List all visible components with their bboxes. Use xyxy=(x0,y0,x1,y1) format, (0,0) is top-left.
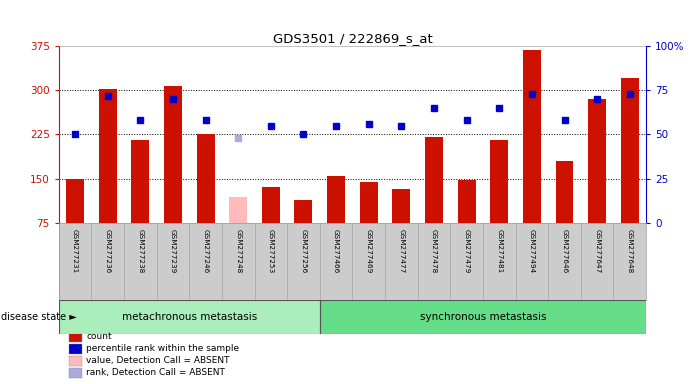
Bar xyxy=(99,89,117,223)
Bar xyxy=(66,179,84,223)
Text: GSM277256: GSM277256 xyxy=(301,229,307,273)
Bar xyxy=(69,344,82,354)
Bar xyxy=(164,86,182,223)
Bar xyxy=(457,180,475,223)
Text: count: count xyxy=(86,332,112,341)
Bar xyxy=(197,134,214,223)
Text: metachronous metastasis: metachronous metastasis xyxy=(122,312,257,322)
Bar xyxy=(556,161,574,223)
Bar xyxy=(523,50,541,223)
Text: GSM277238: GSM277238 xyxy=(138,229,143,273)
Text: GSM277477: GSM277477 xyxy=(398,229,404,273)
Text: disease state ►: disease state ► xyxy=(1,312,77,322)
Text: GSM277479: GSM277479 xyxy=(464,229,470,273)
Text: GSM277646: GSM277646 xyxy=(562,229,567,273)
Text: synchronous metastasis: synchronous metastasis xyxy=(419,312,546,322)
Bar xyxy=(327,175,345,223)
Bar xyxy=(320,300,646,334)
Bar xyxy=(360,182,378,223)
Bar xyxy=(491,140,508,223)
Text: percentile rank within the sample: percentile rank within the sample xyxy=(86,344,240,353)
Text: GSM277481: GSM277481 xyxy=(496,229,502,273)
Bar xyxy=(229,197,247,223)
Text: GSM277236: GSM277236 xyxy=(104,229,111,273)
Bar xyxy=(621,78,638,223)
Bar xyxy=(59,300,320,334)
Bar xyxy=(294,200,312,223)
Text: GSM277239: GSM277239 xyxy=(170,229,176,273)
Text: GSM277478: GSM277478 xyxy=(431,229,437,273)
Bar xyxy=(69,331,82,342)
Text: GSM277248: GSM277248 xyxy=(235,229,241,273)
Bar xyxy=(69,356,82,366)
Text: GSM277647: GSM277647 xyxy=(594,229,600,273)
Text: GSM277246: GSM277246 xyxy=(202,229,209,273)
Text: GSM277469: GSM277469 xyxy=(366,229,372,273)
Text: value, Detection Call = ABSENT: value, Detection Call = ABSENT xyxy=(86,356,230,365)
Bar xyxy=(588,99,606,223)
Text: GSM277231: GSM277231 xyxy=(72,229,78,273)
Title: GDS3501 / 222869_s_at: GDS3501 / 222869_s_at xyxy=(272,32,433,45)
Bar xyxy=(425,137,443,223)
Text: GSM277253: GSM277253 xyxy=(268,229,274,273)
Bar xyxy=(69,367,82,377)
Bar xyxy=(392,189,410,223)
Text: GSM277466: GSM277466 xyxy=(333,229,339,273)
Bar xyxy=(131,140,149,223)
Bar xyxy=(262,187,280,223)
Text: GSM277648: GSM277648 xyxy=(627,229,633,273)
Text: GSM277494: GSM277494 xyxy=(529,229,535,273)
Text: rank, Detection Call = ABSENT: rank, Detection Call = ABSENT xyxy=(86,368,225,377)
